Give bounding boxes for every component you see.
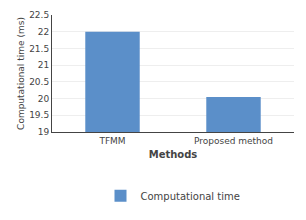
svg-text:19: 19 (38, 127, 50, 137)
svg-text:19.5: 19.5 (29, 110, 49, 120)
svg-text:22: 22 (38, 27, 49, 37)
svg-text:21.5: 21.5 (29, 44, 49, 54)
svg-text:Computational time: Computational time (141, 191, 240, 202)
svg-text:20.5: 20.5 (29, 77, 49, 87)
svg-text:Methods: Methods (149, 149, 198, 160)
svg-text:Computational time (ms): Computational time (ms) (16, 17, 26, 130)
svg-text:21: 21 (38, 60, 49, 70)
svg-text:TFMM: TFMM (98, 136, 125, 146)
svg-text:20: 20 (38, 94, 50, 104)
svg-text:Proposed method: Proposed method (194, 136, 273, 146)
svg-text:22.5: 22.5 (29, 10, 49, 20)
